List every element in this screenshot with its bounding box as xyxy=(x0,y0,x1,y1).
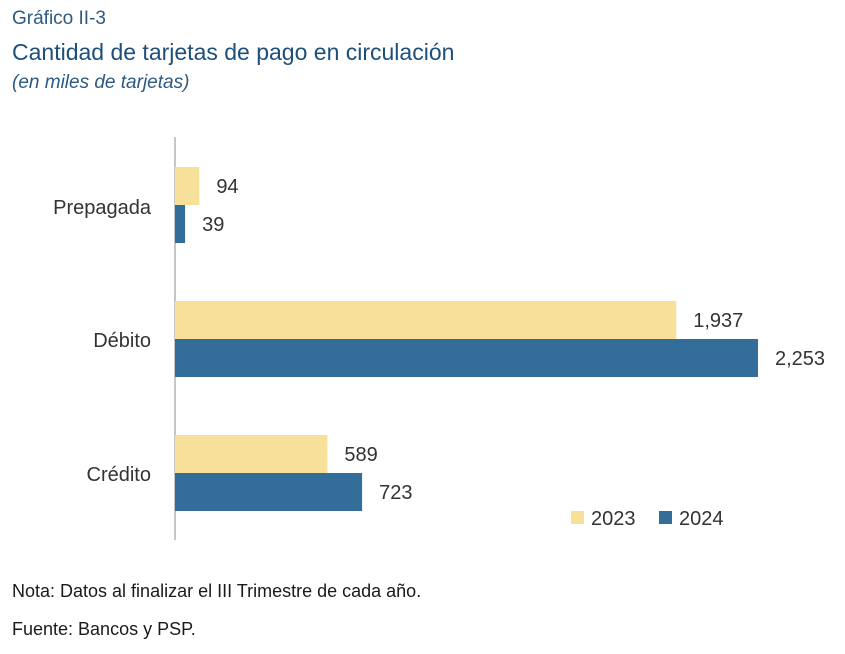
legend-swatch-2024 xyxy=(659,511,672,524)
chart-title: Cantidad de tarjetas de pago en circulac… xyxy=(12,39,455,65)
bar-chart: Prepagada 94 39 Débito 1,937 2,253 Crédito 5897… xyxy=(53,137,825,540)
data-label: 39 xyxy=(202,214,224,236)
bar-2023 xyxy=(175,167,200,205)
legend-label: 2024 xyxy=(679,508,724,530)
chart-number: Gráfico II-3 xyxy=(12,8,106,29)
data-label: 94 xyxy=(216,176,238,198)
source-note: Fuente: Bancos y PSP. xyxy=(12,619,196,639)
legend-label: 2023 xyxy=(591,508,636,530)
bar-2024 xyxy=(175,339,758,377)
category-label: Débito xyxy=(93,330,151,352)
data-label: 2,253 xyxy=(775,348,825,370)
data-label: 1,937 xyxy=(693,310,743,332)
bar-2024 xyxy=(175,205,186,243)
chart-subtitle: (en miles de tarjetas) xyxy=(12,72,190,93)
bar-2023 xyxy=(175,301,677,339)
bar-2024 xyxy=(175,473,363,511)
legend-swatch-2023 xyxy=(571,511,584,524)
category-label: Crédito xyxy=(87,464,151,486)
data-label: 723 xyxy=(379,482,412,504)
data-label: 589 xyxy=(344,444,377,466)
category-label: Prepagada xyxy=(53,197,152,219)
chart-footer: Nota: Datos al finalizar el III Trimestr… xyxy=(12,578,421,654)
bar-2023 xyxy=(175,435,328,473)
chart-heading: Gráfico II-3 Cantidad de tarjetas de pag… xyxy=(12,6,454,96)
footnote: Nota: Datos al finalizar el III Trimestr… xyxy=(12,581,422,601)
